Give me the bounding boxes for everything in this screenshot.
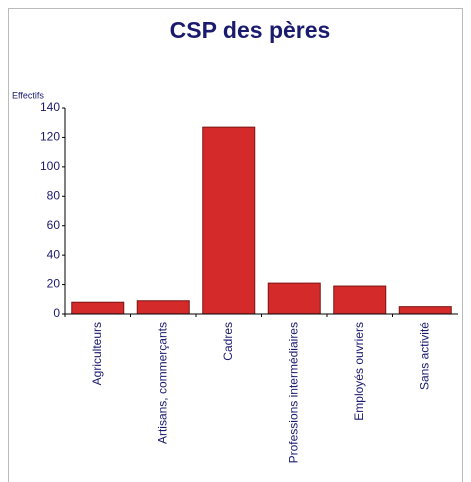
bar <box>333 285 387 315</box>
y-tick-label: 80 <box>47 188 61 202</box>
frame <box>8 8 463 482</box>
x-tick-label: Agriculteurs <box>90 322 104 385</box>
bar <box>267 282 321 315</box>
x-tick-label: Employés ouvriers <box>352 322 366 421</box>
y-axis-label: Effectifs <box>12 90 44 100</box>
chart-title: CSP des pères <box>170 17 331 43</box>
x-tick-label: Sans activité <box>417 322 431 390</box>
x-tick-label: Artisans, commerçants <box>155 322 169 444</box>
y-tick-label: 100 <box>40 159 60 173</box>
x-tick-label: Cadres <box>221 322 235 361</box>
y-tick-label: 60 <box>47 218 61 232</box>
y-tick-label: 140 <box>40 100 60 114</box>
bar <box>71 301 125 315</box>
bar <box>398 306 452 315</box>
y-tick-label: 120 <box>40 130 60 144</box>
bar <box>202 126 256 315</box>
bar <box>136 300 190 315</box>
y-tick-label: 0 <box>53 306 60 320</box>
x-tick-label: Professions intermédiaires <box>286 322 300 463</box>
y-tick-label: 20 <box>47 277 61 291</box>
y-tick-label: 40 <box>47 247 61 261</box>
